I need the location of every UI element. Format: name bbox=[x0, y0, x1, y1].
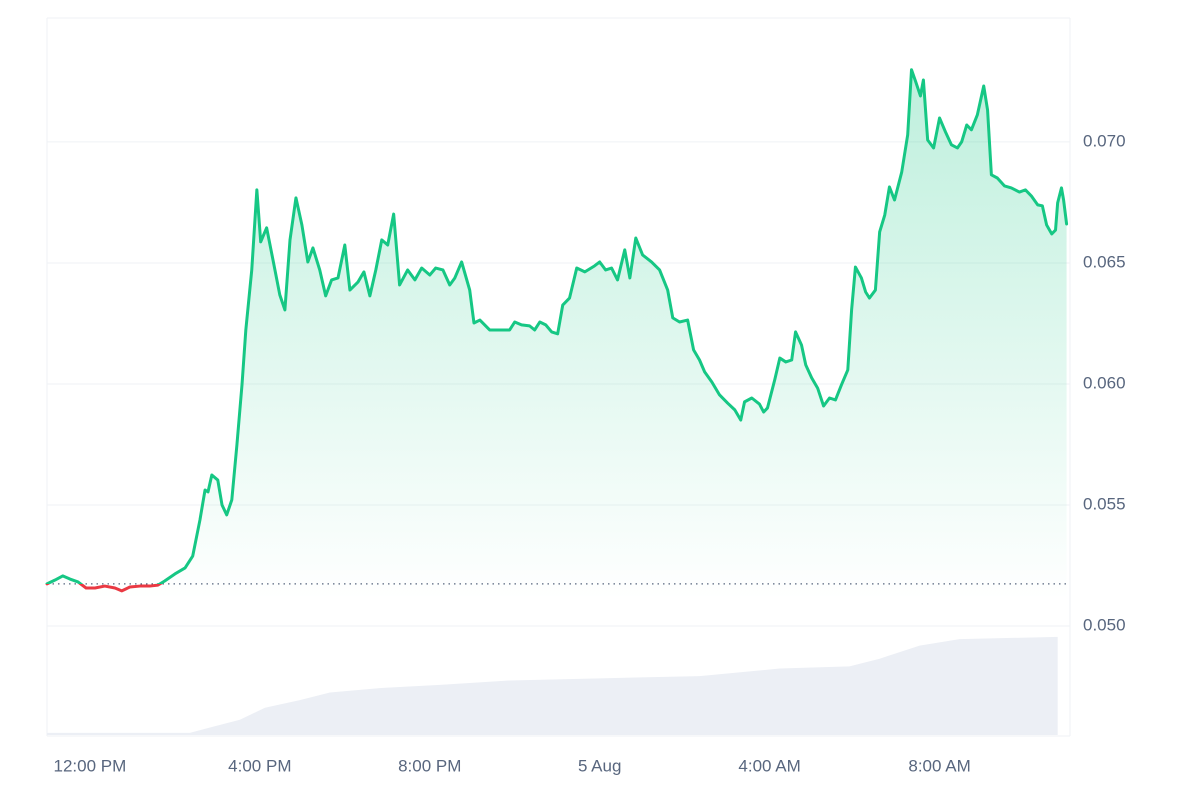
x-tick-label: 4:00 PM bbox=[228, 756, 291, 775]
price-area bbox=[47, 69, 1067, 627]
y-tick-label: 0.060 bbox=[1083, 373, 1126, 392]
y-tick-label: 0.055 bbox=[1083, 494, 1126, 513]
y-tick-label: 0.065 bbox=[1083, 252, 1126, 271]
price-line bbox=[45, 68, 1069, 593]
x-tick-label: 8:00 AM bbox=[908, 756, 970, 775]
volume-area bbox=[47, 636, 1058, 735]
x-tick-label: 8:00 PM bbox=[398, 756, 461, 775]
y-tick-label: 0.070 bbox=[1083, 131, 1126, 150]
y-tick-label: 0.050 bbox=[1083, 615, 1126, 634]
x-tick-label: 4:00 AM bbox=[738, 756, 800, 775]
x-tick-label: 5 Aug bbox=[578, 756, 622, 775]
x-tick-label: 12:00 PM bbox=[54, 756, 127, 775]
